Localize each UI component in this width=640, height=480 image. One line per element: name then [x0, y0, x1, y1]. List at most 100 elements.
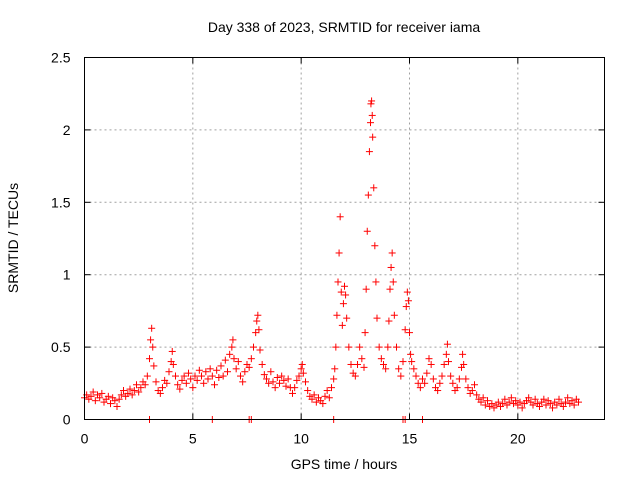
data-point	[267, 368, 275, 376]
data-point	[425, 355, 433, 363]
data-point	[211, 381, 218, 389]
data-point	[488, 400, 496, 408]
data-point	[542, 401, 550, 409]
data-point	[269, 378, 277, 386]
data-point	[111, 397, 119, 405]
data-point	[195, 366, 203, 374]
data-point	[494, 398, 502, 406]
data-point	[479, 394, 487, 402]
data-point	[174, 381, 182, 389]
data-point	[388, 249, 396, 257]
data-point	[169, 360, 177, 368]
data-point	[546, 400, 554, 408]
grid-lines	[84, 57, 605, 420]
data-point	[104, 392, 112, 400]
data-point	[115, 395, 123, 403]
data-point	[564, 394, 572, 402]
data-point	[460, 360, 468, 368]
data-point	[373, 314, 381, 322]
data-point	[447, 372, 455, 380]
data-point	[368, 97, 376, 105]
data-point	[330, 375, 338, 383]
data-point	[410, 365, 418, 373]
data-point	[226, 350, 234, 358]
data-point	[299, 369, 307, 377]
data-point	[361, 329, 369, 337]
data-point	[124, 389, 132, 397]
data-point	[442, 350, 450, 358]
x-axis-label: GPS time / hours	[291, 456, 398, 472]
data-point	[341, 282, 348, 290]
data-point	[135, 388, 143, 396]
data-point	[265, 379, 273, 387]
data-point	[419, 375, 426, 383]
y-tick-label: 0.5	[51, 339, 71, 355]
data-point	[397, 372, 405, 380]
data-point	[412, 372, 420, 380]
chart-title: Day 338 of 2023, SRMTID for receiver iam…	[208, 19, 481, 35]
data-point	[168, 347, 176, 355]
y-tick-label: 2	[63, 122, 71, 138]
data-point	[224, 368, 231, 376]
data-point	[280, 376, 288, 384]
data-point	[146, 355, 153, 363]
data-point	[310, 391, 318, 399]
y-tick-label: 1.5	[51, 194, 71, 210]
data-point	[406, 329, 413, 337]
data-point	[356, 343, 364, 351]
data-point	[372, 278, 380, 286]
data-point	[568, 397, 576, 405]
data-point	[407, 350, 415, 358]
data-point	[553, 401, 561, 409]
data-point	[531, 395, 539, 403]
data-points	[81, 97, 582, 423]
data-point	[471, 381, 478, 389]
data-point	[529, 401, 537, 409]
data-point	[365, 148, 373, 156]
data-point	[308, 395, 316, 403]
data-point	[370, 184, 378, 192]
data-point	[278, 372, 286, 380]
data-point	[380, 360, 387, 368]
data-point	[540, 395, 548, 403]
data-point	[247, 355, 255, 363]
data-point	[191, 372, 199, 380]
data-point	[525, 394, 533, 402]
data-point	[113, 402, 121, 410]
data-point	[230, 355, 238, 363]
data-point	[339, 300, 347, 308]
data-point	[387, 263, 395, 271]
data-point	[89, 388, 97, 396]
plot-frame	[84, 57, 605, 420]
data-point	[206, 365, 214, 373]
data-point	[399, 358, 407, 366]
data-point	[107, 400, 114, 408]
data-point	[147, 336, 155, 344]
data-point	[377, 355, 385, 363]
data-point	[228, 343, 236, 351]
data-point	[334, 278, 342, 286]
data-point	[477, 398, 485, 406]
data-point	[343, 314, 351, 322]
data-point	[499, 400, 507, 408]
data-point	[143, 372, 151, 380]
data-point	[117, 391, 125, 399]
data-point	[351, 372, 359, 380]
data-point	[371, 242, 379, 250]
data-point	[253, 317, 261, 325]
data-point	[213, 366, 221, 374]
data-point	[336, 213, 344, 221]
data-point	[549, 404, 556, 412]
data-point	[570, 401, 578, 409]
data-point	[302, 378, 309, 386]
data-point	[559, 402, 567, 410]
data-point	[255, 326, 263, 334]
data-point	[335, 249, 343, 257]
data-point	[252, 329, 260, 337]
data-point	[414, 379, 422, 387]
data-point	[382, 365, 390, 373]
data-point	[282, 382, 290, 390]
data-point	[193, 376, 201, 384]
data-point	[260, 371, 268, 379]
